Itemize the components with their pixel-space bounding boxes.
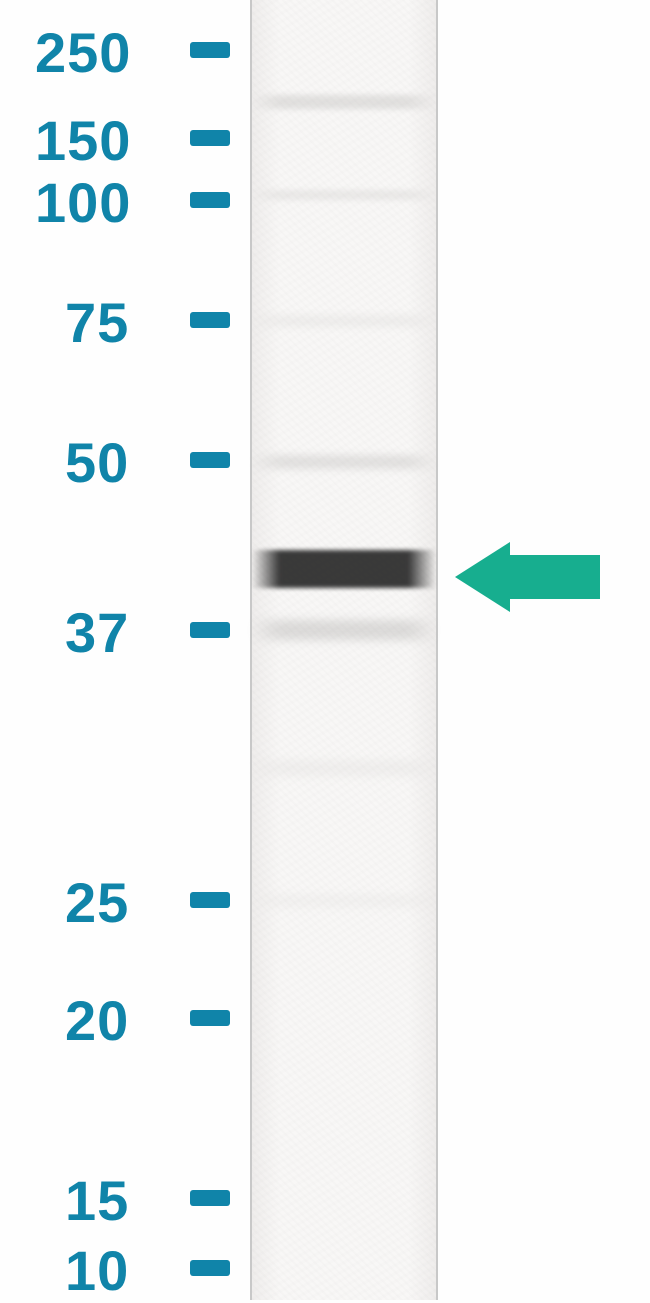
- mw-marker-label: 25: [65, 870, 129, 935]
- mw-marker-label: 20: [65, 988, 129, 1053]
- mw-marker-label: 37: [65, 600, 129, 665]
- background-band: [252, 760, 436, 776]
- mw-marker-label: 150: [35, 108, 131, 173]
- mw-marker-label: 10: [65, 1238, 129, 1303]
- background-band: [252, 895, 436, 907]
- mw-marker-dash: [190, 892, 230, 908]
- mw-marker-dash: [190, 192, 230, 208]
- mw-marker-label: 250: [35, 20, 131, 85]
- mw-marker-dash: [190, 130, 230, 146]
- mw-marker-dash: [190, 622, 230, 638]
- background-band: [252, 95, 436, 109]
- mw-marker-dash: [190, 42, 230, 58]
- mw-marker-label: 100: [35, 170, 131, 235]
- arrow-shaft: [510, 555, 600, 599]
- western-blot-figure: 250 150100 75 50 37 25 20 1510: [0, 0, 650, 1300]
- mw-marker-dash: [190, 1190, 230, 1206]
- target-protein-band: [252, 550, 436, 588]
- arrow-head-icon: [455, 542, 510, 612]
- mw-marker-label: 15: [65, 1168, 129, 1233]
- background-band: [252, 620, 436, 640]
- mw-marker-dash: [190, 1260, 230, 1276]
- mw-marker-label: 50: [65, 430, 129, 495]
- background-band: [252, 315, 436, 327]
- gel-lane: [250, 0, 438, 1300]
- mw-marker-dash: [190, 452, 230, 468]
- background-band: [252, 190, 436, 200]
- mw-marker-dash: [190, 312, 230, 328]
- background-band: [252, 455, 436, 469]
- mw-marker-dash: [190, 1010, 230, 1026]
- mw-marker-label: 75: [65, 290, 129, 355]
